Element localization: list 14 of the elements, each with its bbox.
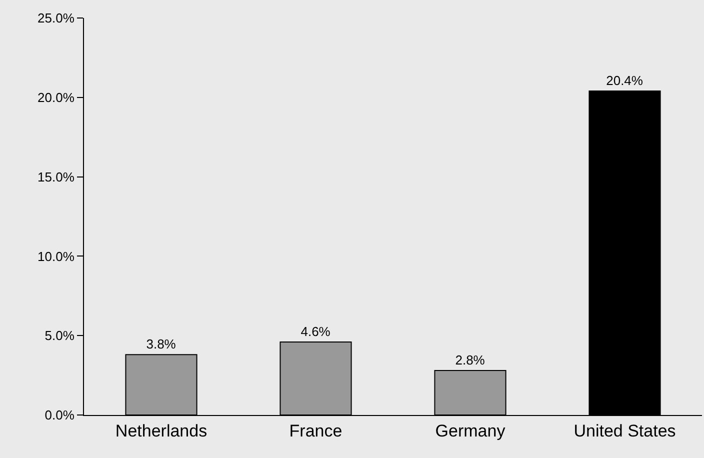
data-label: 4.6% [300, 324, 331, 339]
data-label: 2.8% [455, 352, 486, 368]
x-tick-label: Germany [435, 421, 506, 440]
x-tick-label: France [289, 421, 342, 440]
y-tick-label: 20.0% [38, 90, 75, 105]
y-tick-label: 10.0% [38, 248, 75, 264]
y-tick-label: 15.0% [38, 169, 75, 184]
y-tick-label: 0.0% [44, 408, 75, 423]
x-tick-label: United States [574, 421, 676, 440]
data-label: 3.8% [146, 336, 176, 352]
y-tick-label: 5.0% [44, 328, 75, 344]
x-tick-label: Netherlands [115, 421, 208, 440]
data-label: 20.4% [606, 73, 644, 88]
y-tick-label: 25.0% [38, 10, 75, 26]
